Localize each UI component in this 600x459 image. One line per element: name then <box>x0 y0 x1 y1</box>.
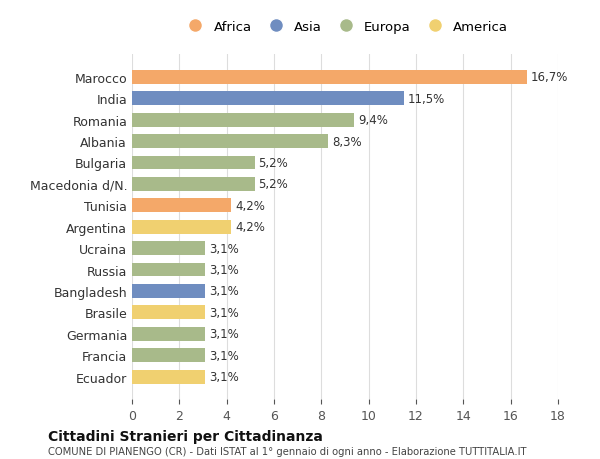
Text: 4,2%: 4,2% <box>235 199 265 213</box>
Text: 5,2%: 5,2% <box>259 178 289 191</box>
Text: 4,2%: 4,2% <box>235 221 265 234</box>
Bar <box>132 156 255 170</box>
Bar <box>132 284 205 298</box>
Text: 3,1%: 3,1% <box>209 242 239 255</box>
Bar <box>132 263 205 277</box>
Text: 16,7%: 16,7% <box>531 71 568 84</box>
Bar <box>132 178 255 191</box>
Text: 11,5%: 11,5% <box>408 93 445 106</box>
Text: Cittadini Stranieri per Cittadinanza: Cittadini Stranieri per Cittadinanza <box>48 429 323 443</box>
Text: 9,4%: 9,4% <box>358 114 388 127</box>
Text: 8,3%: 8,3% <box>332 135 362 148</box>
Bar <box>132 306 205 319</box>
Text: COMUNE DI PIANENGO (CR) - Dati ISTAT al 1° gennaio di ogni anno - Elaborazione T: COMUNE DI PIANENGO (CR) - Dati ISTAT al … <box>48 446 527 456</box>
Bar <box>132 92 404 106</box>
Text: 3,1%: 3,1% <box>209 370 239 383</box>
Bar <box>132 135 328 149</box>
Text: 3,1%: 3,1% <box>209 285 239 298</box>
Bar <box>132 113 355 127</box>
Text: 5,2%: 5,2% <box>259 157 289 170</box>
Legend: Africa, Asia, Europa, America: Africa, Asia, Europa, America <box>178 17 512 38</box>
Bar <box>132 327 205 341</box>
Bar <box>132 71 527 84</box>
Bar <box>132 348 205 362</box>
Text: 3,1%: 3,1% <box>209 328 239 341</box>
Bar <box>132 199 232 213</box>
Text: 3,1%: 3,1% <box>209 349 239 362</box>
Bar <box>132 220 232 234</box>
Bar <box>132 370 205 384</box>
Text: 3,1%: 3,1% <box>209 263 239 276</box>
Bar <box>132 241 205 256</box>
Text: 3,1%: 3,1% <box>209 306 239 319</box>
